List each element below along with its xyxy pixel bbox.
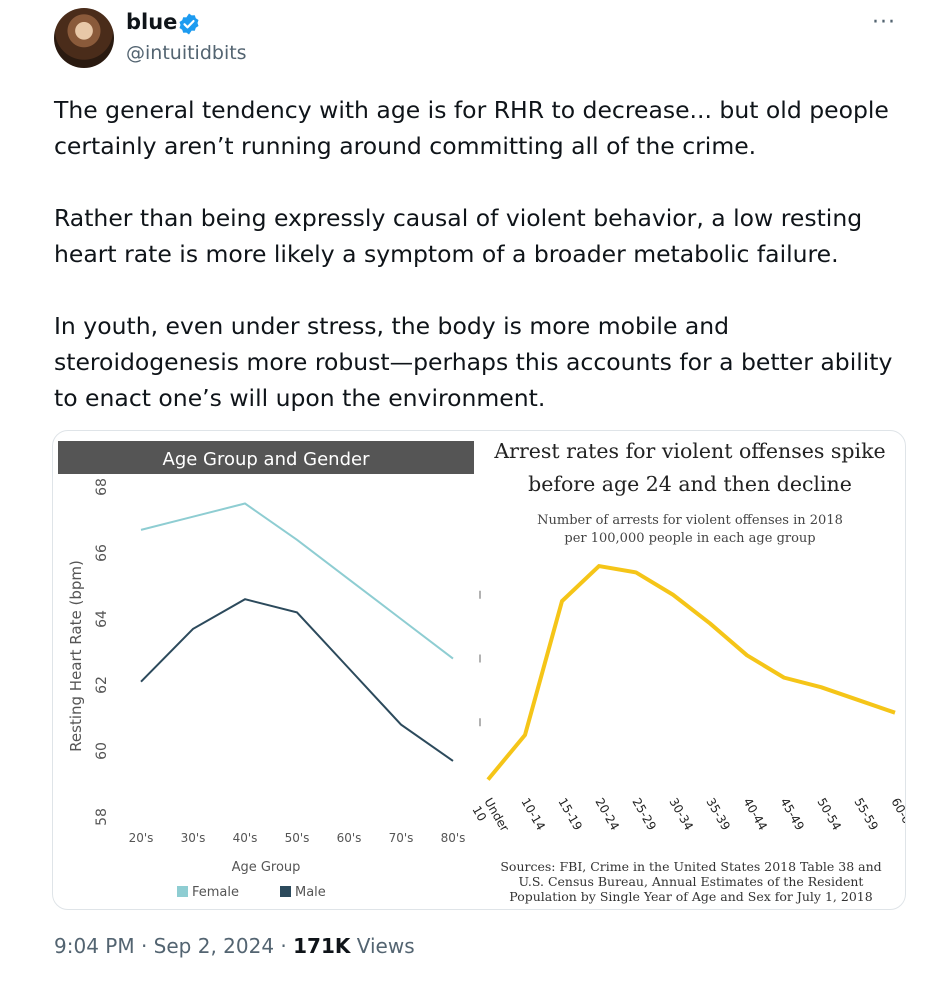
arrest-x-tick-label: 60-64	[888, 796, 905, 833]
rhr-x-axis-label: Age Group	[232, 860, 301, 875]
rhr-y-tick-label: 62	[94, 676, 110, 694]
tweet-paragraph: The general tendency with age is for RHR…	[54, 96, 889, 160]
avatar[interactable]	[54, 8, 114, 68]
legend-female-swatch	[177, 886, 188, 897]
arrest-x-tick-label: 35-39	[703, 796, 733, 833]
rhr-male-series-line	[140, 598, 454, 762]
views-label: Views	[356, 934, 415, 958]
rhr-female-series-line	[140, 502, 454, 660]
display-name[interactable]: blue	[126, 10, 178, 34]
rhr-y-tick-label: 60	[94, 742, 110, 760]
arrest-series-line	[486, 564, 896, 781]
rhr-chart: Age Group and Gender Resting Heart Rate …	[58, 441, 474, 900]
rhr-y-tick-label: 64	[94, 610, 110, 628]
arrest-x-tick-label: 15-19	[555, 796, 585, 833]
arrest-x-tick-label: 40-44	[740, 796, 770, 833]
arrest-chart-subtitle-line-2: per 100,000 people in each age group	[564, 531, 815, 546]
rhr-x-tick-label: 50's	[285, 831, 310, 845]
arrest-chart: Arrest rates for violent offenses spike …	[469, 439, 905, 904]
arrest-x-tick-label: 10	[469, 804, 489, 824]
arrest-x-tick-label: 45-49	[777, 796, 807, 833]
rhr-x-tick-label: 30's	[181, 831, 206, 845]
arrest-chart-subtitle-line-1: Number of arrests for violent offenses i…	[537, 513, 843, 528]
tweet-text: The general tendency with age is for RHR…	[54, 92, 914, 416]
arrest-source-line-2: U.S. Census Bureau, Annual Estimates of …	[519, 874, 864, 889]
legend-female-label: Female	[192, 885, 239, 900]
tweet-paragraph: In youth, even under stress, the body is…	[54, 312, 893, 412]
rhr-y-tick-label: 66	[94, 544, 110, 562]
verified-badge-icon	[179, 13, 199, 35]
rhr-chart-header-bar	[58, 441, 474, 474]
arrest-x-tick-label: 30-34	[666, 796, 696, 833]
separator-dot: ·	[140, 934, 154, 958]
rhr-chart-title: Age Group and Gender	[163, 449, 371, 470]
views-count: 171K	[293, 934, 351, 958]
tweet-date[interactable]: Sep 2, 2024	[153, 934, 275, 958]
tweet-paragraph: Rather than being expressly causal of vi…	[54, 204, 863, 268]
more-options-icon[interactable]: ···	[872, 10, 896, 35]
rhr-x-tick-label: 70's	[389, 831, 414, 845]
separator-dot: ·	[280, 934, 294, 958]
rhr-x-tick-label: 60's	[337, 831, 362, 845]
rhr-x-tick-label: 80's	[441, 831, 466, 845]
arrest-x-tick-label: 50-54	[814, 796, 844, 833]
rhr-x-ticks: 20's 30's 40's 50's 60's 70's 80's	[129, 831, 466, 845]
arrest-x-tick-label: 10-14	[518, 796, 548, 833]
arrest-source-line-1: Sources: FBI, Crime in the United States…	[500, 859, 881, 874]
arrest-x-tick-label: 20-24	[592, 796, 622, 833]
rhr-y-axis-label: Resting Heart Rate (bpm)	[67, 560, 85, 752]
tweet-footer: 9:04 PM · Sep 2, 2024 · 171K Views	[54, 934, 415, 958]
arrest-chart-title-line-1: Arrest rates for violent offenses spike	[493, 439, 885, 463]
arrest-chart-title-line-2: before age 24 and then decline	[528, 472, 852, 496]
tweet-time[interactable]: 9:04 PM	[54, 934, 135, 958]
rhr-y-ticks: 68 66 64 62 60 58	[94, 478, 110, 826]
legend-male-label: Male	[295, 885, 326, 900]
rhr-y-tick-label: 68	[94, 478, 110, 496]
arrest-x-tick-label: 55-59	[851, 796, 881, 833]
legend-male-swatch	[280, 886, 291, 897]
arrest-source-line-3: Population by Single Year of Age and Sex…	[509, 889, 872, 904]
arrest-x-tick-label: 25-29	[629, 796, 659, 833]
rhr-x-tick-label: 20's	[129, 831, 154, 845]
tweet-media-image[interactable]: Age Group and Gender Resting Heart Rate …	[52, 430, 906, 910]
rhr-x-tick-label: 40's	[233, 831, 258, 845]
rhr-y-tick-label: 58	[94, 808, 110, 826]
user-handle[interactable]: @intuitidbits	[126, 42, 247, 64]
